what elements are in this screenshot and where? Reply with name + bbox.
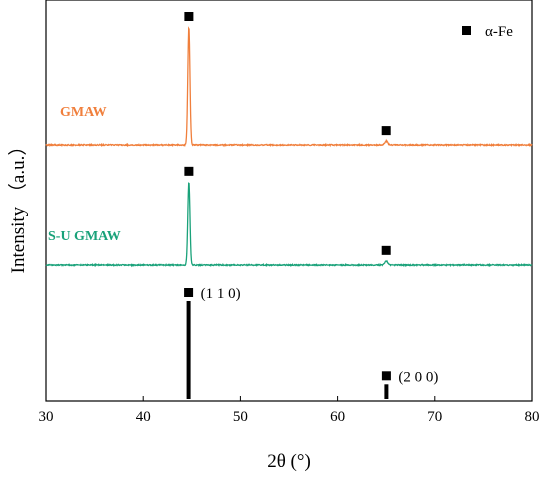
series-name-label: GMAW [60,105,107,120]
series-line [45,26,533,148]
reference-peak-label: (1 1 0) [201,286,241,302]
alpha-fe-marker [184,12,194,21]
series-layer: GMAW S-U GMAW [45,26,533,268]
reference-peak-label: (2 0 0) [398,369,438,385]
series-name-label: S-U GMAW [48,229,121,244]
alpha-fe-marker [184,288,194,297]
x-tick-label: 30 [39,409,54,425]
x-axis-ticks: 30 40 50 60 70 80 [39,396,540,425]
legend: α-Fe [462,24,513,40]
reference-bar [384,384,389,399]
plot-frame [45,0,533,402]
x-tick-label: 80 [525,409,540,425]
x-tick-label: 40 [136,409,151,425]
series-line [45,182,533,268]
x-tick-label: 70 [427,409,442,425]
x-axis-label: 2θ (°) [267,451,311,472]
x-tick-label: 60 [330,409,345,425]
alpha-fe-marker [184,166,194,176]
reference-layer: (1 1 0) (2 0 0) [186,286,438,399]
markers-layer [184,12,391,381]
alpha-fe-marker [381,371,391,381]
x-tick-label: 50 [233,409,248,425]
y-axis-label: Intensity （a.u.） [7,137,29,274]
alpha-fe-marker [381,245,391,255]
reference-bar [186,301,191,399]
legend-square-icon [462,26,471,35]
legend-label: α-Fe [485,24,513,40]
alpha-fe-marker [381,126,391,136]
